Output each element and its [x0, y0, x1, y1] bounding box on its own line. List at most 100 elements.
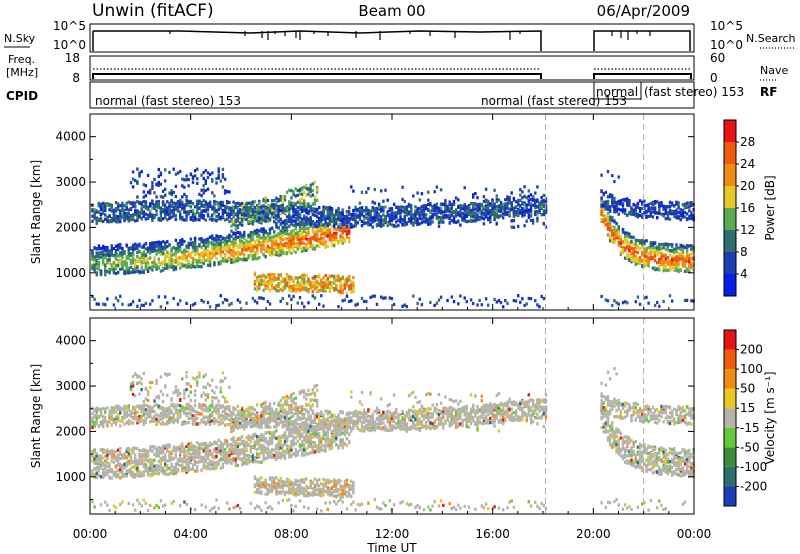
echo-cell-3031	[341, 226, 344, 231]
echo-cell-1683	[247, 207, 250, 212]
echo-cell-689	[157, 201, 160, 206]
echo-cell-3579	[439, 295, 443, 299]
echo-cell-4379	[632, 212, 635, 216]
echo-cell-3607	[444, 202, 447, 206]
echo-cell-3300	[380, 208, 383, 212]
echo-cell-1907	[264, 247, 267, 251]
echo-cell-1686	[247, 221, 250, 225]
echo-cell-3691	[463, 296, 466, 300]
echo-cell-3130	[348, 287, 351, 291]
echo-cell-3671	[459, 294, 462, 298]
echo-cell-3555	[433, 190, 436, 194]
echo-cell-4612	[660, 204, 663, 208]
echo-cell-3646	[452, 215, 456, 219]
echo-cell-120	[102, 203, 105, 207]
echo-cell-1280	[213, 251, 216, 255]
echo-cell-4089	[544, 210, 548, 214]
echo-cell-1027	[189, 241, 193, 245]
echo-cell-2677	[313, 198, 317, 202]
nave-trace	[92, 73, 542, 79]
echo-cell-2566	[307, 241, 310, 245]
echo-cell-4198	[611, 216, 614, 220]
echo-cell-2446	[298, 201, 302, 205]
echo-cell-1337	[217, 208, 220, 212]
echo-cell-1253	[211, 241, 214, 245]
echo-cell-3206	[360, 206, 364, 210]
echo-cell-451	[136, 255, 139, 259]
echo-cell-946	[181, 195, 184, 199]
echo-cell-2503	[303, 227, 306, 231]
echo-cell-2767	[320, 216, 323, 220]
echo-cell-4323	[626, 234, 629, 238]
echo-cell-625	[151, 184, 154, 188]
echo-cell-1163	[202, 249, 205, 253]
echo-cell-772	[166, 250, 169, 254]
echo-cell-4640	[664, 257, 667, 261]
echo-cell-4151	[606, 299, 610, 303]
echo-cell-3096	[345, 219, 349, 223]
echo-cell-2235	[285, 246, 289, 250]
echo-cell-2449	[298, 198, 302, 202]
echo-cell-2523	[303, 286, 306, 290]
echo-cell-4739	[677, 268, 680, 272]
echo-cell-2153	[279, 212, 282, 216]
echo-cell-2358	[292, 284, 295, 288]
echo-cell-1209	[206, 240, 210, 244]
echo-cell-4805	[685, 298, 689, 302]
echo-cell-2872	[328, 215, 332, 219]
echo-cell-834	[170, 189, 173, 193]
echo-cell-3948	[514, 205, 518, 209]
echo-cell-127	[104, 266, 107, 270]
echo-cell-4303	[623, 235, 627, 239]
echo-cell-1391	[223, 298, 227, 302]
echo-cell-1869	[260, 278, 263, 282]
echo-cell-1481	[230, 229, 233, 233]
echo-cell-4683	[668, 204, 672, 208]
echo-cell-3254	[371, 219, 374, 223]
echo-cell-3365	[392, 217, 396, 221]
echo-cell-992	[185, 174, 188, 178]
echo-cell-2763	[320, 210, 323, 215]
echo-cell-3216	[365, 299, 368, 304]
echo-cell-3101	[345, 277, 349, 281]
echo-cell-4748	[677, 210, 680, 214]
echo-cell-3628	[448, 221, 451, 225]
echo-cell-4215	[613, 233, 616, 237]
echo-cell-2834	[326, 216, 329, 220]
echo-cell-3246	[369, 217, 372, 221]
echo-cell-2698	[315, 228, 319, 232]
echo-cell-3009	[339, 218, 342, 222]
echo-cell-3887	[502, 209, 505, 213]
echo-cell-1162	[202, 257, 205, 261]
echo-cell-404	[131, 253, 135, 257]
echo-cell-1817	[258, 235, 261, 239]
echo-cell-721	[159, 195, 163, 199]
echo-cell-2903	[330, 208, 334, 212]
echo-cell-31	[93, 255, 96, 259]
echo-cell-3123	[348, 210, 351, 214]
echo-cell-3888	[504, 299, 507, 303]
echo-cell-924	[179, 170, 182, 174]
echo-cell-3988	[523, 209, 526, 213]
echo-cell-2722	[318, 238, 321, 242]
echo-cell-2746	[318, 273, 321, 277]
echo-cell-3922	[510, 205, 513, 209]
echo-cell-2828	[324, 279, 327, 283]
echo-cell-141	[104, 202, 107, 206]
echo-cell-3103	[345, 283, 349, 287]
echo-cell-2339	[292, 236, 295, 240]
echo-cell-4542	[651, 200, 655, 204]
echo-cell-1981	[268, 236, 272, 240]
echo-cell-2849	[326, 206, 329, 210]
echo-cell-3695	[463, 216, 466, 220]
echo-cell-1032	[189, 209, 193, 213]
echo-cell-4552	[653, 254, 657, 258]
echo-cell-3211	[362, 215, 366, 219]
cpid-segment-4: (fast stereo) 153	[644, 85, 744, 99]
echo-cell-1365	[219, 179, 222, 183]
echo-cell-857	[172, 167, 175, 171]
echo-cell-2201	[283, 244, 287, 248]
echo-cell-146	[106, 297, 109, 301]
echo-cell-1763	[253, 216, 257, 220]
echo-cell-4560	[653, 211, 657, 215]
